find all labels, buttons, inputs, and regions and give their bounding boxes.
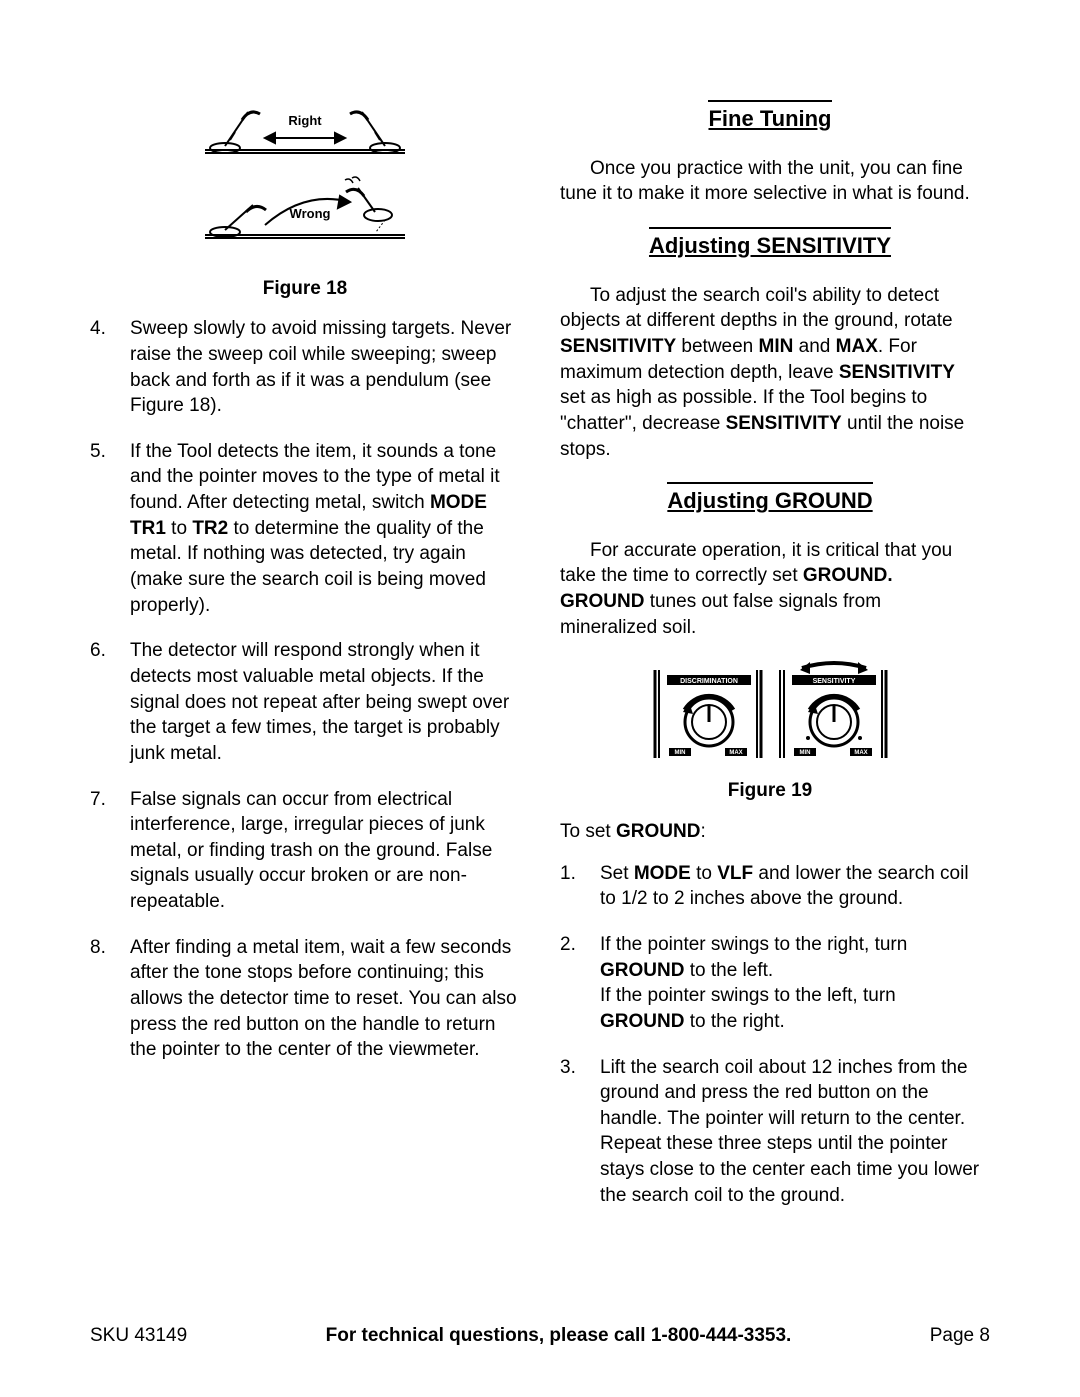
left-item-5: 5. If the Tool detects the item, it soun…: [90, 439, 520, 618]
heading-ground: Adjusting GROUND: [667, 482, 872, 516]
item-text: Sweep slowly to avoid missing targets. N…: [130, 316, 520, 419]
right-item-2: 2. If the pointer swings to the right, t…: [560, 932, 980, 1035]
item-text: After finding a metal item, wait a few s…: [130, 935, 520, 1063]
item-text: If the pointer swings to the right, turn…: [600, 932, 980, 1035]
figure-19: DISCRIMINATION MIN MAX: [560, 660, 980, 804]
svg-text:MAX: MAX: [729, 750, 742, 756]
item-number: 3.: [560, 1055, 600, 1209]
figure-19-caption: Figure 19: [560, 778, 980, 804]
left-column: Right: [90, 100, 520, 1228]
svg-text:DISCRIMINATION: DISCRIMINATION: [680, 678, 738, 685]
svg-text:MIN: MIN: [800, 750, 811, 756]
svg-text:MAX: MAX: [854, 750, 867, 756]
left-item-8: 8. After finding a metal item, wait a fe…: [90, 935, 520, 1063]
footer-page: Page 8: [930, 1325, 990, 1347]
sensitivity-para: To adjust the search coil's ability to d…: [560, 283, 980, 462]
page-content: Right: [90, 100, 990, 1228]
item-text: False signals can occur from electrical …: [130, 787, 520, 915]
heading-sensitivity: Adjusting SENSITIVITY: [649, 227, 891, 261]
figure-18-svg: Right: [190, 100, 420, 260]
svg-text:Right: Right: [288, 113, 322, 128]
fine-tuning-para: Once you practice with the unit, you can…: [560, 156, 980, 207]
figure-19-svg: DISCRIMINATION MIN MAX: [635, 660, 905, 770]
item-number: 6.: [90, 638, 130, 766]
ground-para: For accurate operation, it is critical t…: [560, 538, 980, 641]
item-text: Lift the search coil about 12 inches fro…: [600, 1055, 980, 1209]
figure-18: Right: [90, 100, 520, 301]
footer-phone: For technical questions, please call 1-8…: [326, 1325, 792, 1347]
right-item-3: 3. Lift the search coil about 12 inches …: [560, 1055, 980, 1209]
figure-18-caption: Figure 18: [90, 276, 520, 302]
item-text: Set MODE to VLF and lower the search coi…: [600, 861, 980, 912]
left-item-7: 7. False signals can occur from electric…: [90, 787, 520, 915]
item-text: The detector will respond strongly when …: [130, 638, 520, 766]
item-number: 7.: [90, 787, 130, 915]
heading-fine-tuning: Fine Tuning: [708, 100, 831, 134]
right-item-1: 1. Set MODE to VLF and lower the search …: [560, 861, 980, 912]
to-set-ground: To set GROUND:: [560, 819, 980, 845]
svg-text:MIN: MIN: [675, 750, 686, 756]
right-column: Fine Tuning Once you practice with the u…: [560, 100, 980, 1228]
left-item-4: 4. Sweep slowly to avoid missing targets…: [90, 316, 520, 419]
item-number: 5.: [90, 439, 130, 618]
item-number: 1.: [560, 861, 600, 912]
item-number: 4.: [90, 316, 130, 419]
item-number: 8.: [90, 935, 130, 1063]
item-number: 2.: [560, 932, 600, 1035]
left-item-6: 6. The detector will respond strongly wh…: [90, 638, 520, 766]
item-text: If the Tool detects the item, it sounds …: [130, 439, 520, 618]
page-footer: SKU 43149 For technical questions, pleas…: [90, 1325, 990, 1347]
footer-sku: SKU 43149: [90, 1325, 187, 1347]
svg-text:Wrong: Wrong: [290, 206, 331, 221]
svg-text:SENSITIVITY: SENSITIVITY: [813, 678, 856, 685]
